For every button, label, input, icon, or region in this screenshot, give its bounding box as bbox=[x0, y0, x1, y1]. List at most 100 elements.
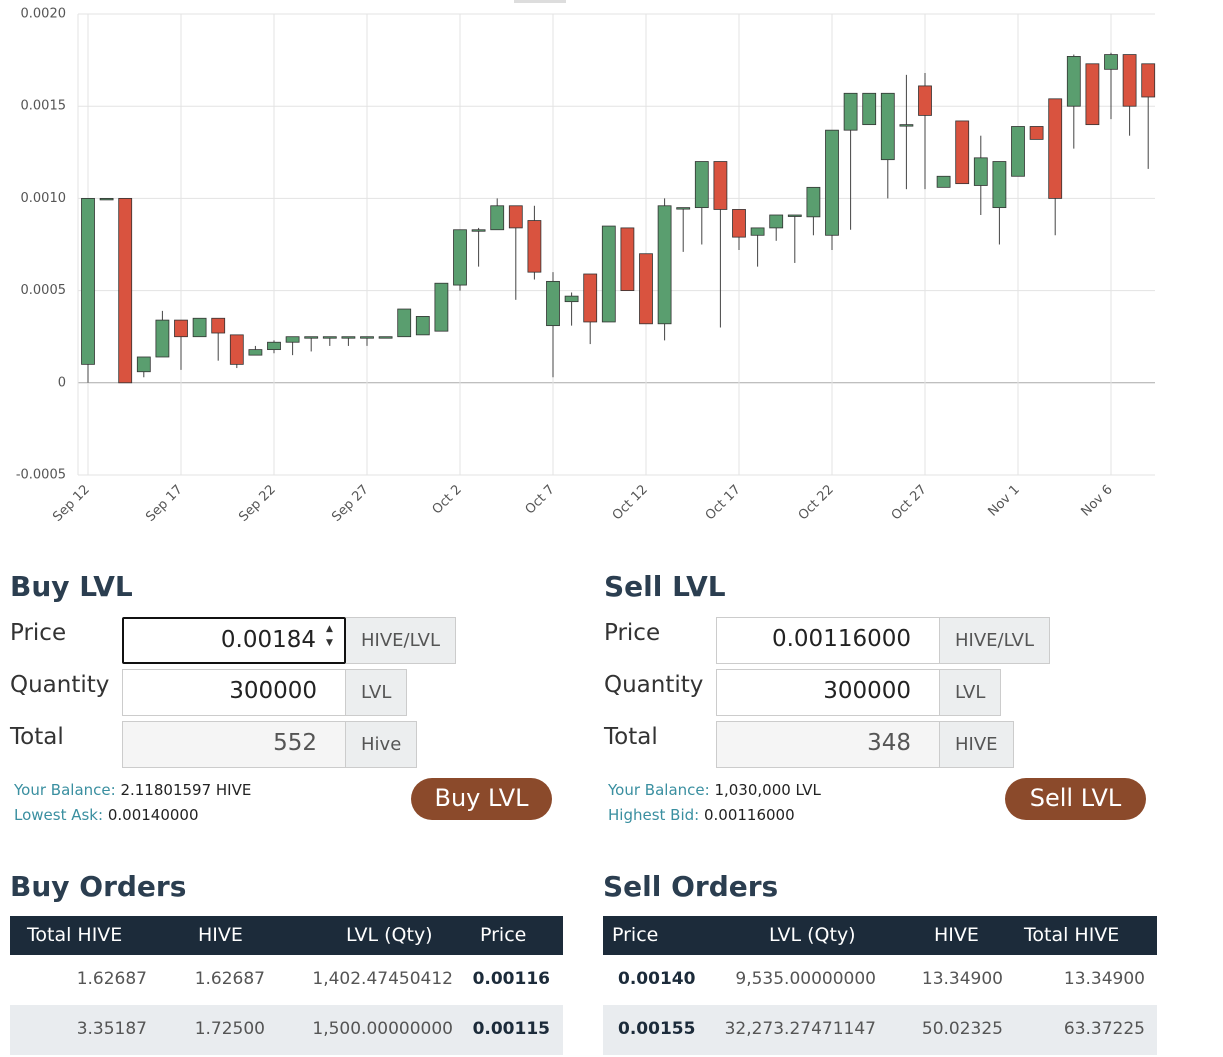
candle-body bbox=[118, 197, 133, 384]
candle-body bbox=[955, 120, 970, 185]
y-tick-label: 0 bbox=[58, 375, 66, 390]
candle-body bbox=[378, 336, 393, 339]
candle-body bbox=[862, 92, 877, 126]
candle-body bbox=[341, 336, 356, 339]
table-cell: 50.02325 bbox=[921, 1019, 1003, 1039]
field-label: Quantity bbox=[604, 672, 704, 698]
candle-body bbox=[899, 124, 914, 127]
candle-body bbox=[806, 186, 821, 218]
candle-body bbox=[1104, 54, 1118, 70]
x-tick-label: Oct 2 bbox=[430, 482, 465, 517]
candle-body bbox=[843, 92, 858, 131]
info-value: 0.00140000 bbox=[107, 806, 199, 824]
candle-body bbox=[527, 220, 542, 273]
candle-body bbox=[192, 317, 207, 338]
candle-body bbox=[229, 334, 244, 365]
y-tick-label: 0.0010 bbox=[21, 191, 67, 206]
candle-body bbox=[750, 227, 765, 236]
table-cell: 32,273.27471147 bbox=[724, 1019, 876, 1039]
info-label: Highest Bid: bbox=[608, 806, 700, 824]
column-header: LVL (Qty) bbox=[769, 924, 856, 946]
table-header bbox=[10, 916, 563, 955]
candle-body bbox=[1029, 126, 1044, 140]
x-tick-label: Nov 1 bbox=[986, 482, 1023, 519]
candle-body bbox=[564, 295, 579, 303]
table-cell: 0.00140 bbox=[618, 969, 696, 989]
candle-body bbox=[360, 336, 374, 339]
candle-body bbox=[136, 356, 151, 373]
column-header: HIVE bbox=[934, 924, 979, 946]
candle-body bbox=[657, 205, 672, 325]
candle-body bbox=[1011, 126, 1025, 177]
x-tick-label: Sep 27 bbox=[329, 482, 372, 525]
y-tick-label: -0.0005 bbox=[16, 468, 66, 483]
candle-body bbox=[1141, 63, 1156, 98]
column-header: Price bbox=[612, 924, 659, 946]
candle-body bbox=[676, 207, 691, 210]
candle-body bbox=[620, 227, 635, 292]
field-label: Quantity bbox=[10, 672, 110, 698]
table-cell: 1,500.00000000 bbox=[312, 1019, 453, 1039]
candle-body bbox=[490, 205, 505, 231]
field-unit: HIVE/LVL bbox=[346, 617, 456, 664]
field-input[interactable]: 300000 bbox=[122, 669, 346, 716]
spinner: ▲ ▼ bbox=[326, 624, 333, 648]
candle-body bbox=[583, 273, 598, 323]
balance-info: Highest Bid: 0.00116000 bbox=[608, 806, 795, 824]
candle-body bbox=[639, 253, 653, 325]
candle-body bbox=[694, 161, 709, 209]
x-tick-label: Sep 22 bbox=[236, 482, 279, 525]
field-unit: LVL bbox=[940, 669, 1002, 716]
candle-body bbox=[434, 282, 449, 332]
field-input[interactable]: 300000 bbox=[716, 669, 940, 716]
submit-button[interactable]: Buy LVL bbox=[411, 778, 552, 820]
table-cell: 3.35187 bbox=[76, 1019, 147, 1039]
field-input[interactable]: 0.00116000 bbox=[716, 617, 940, 664]
candle-body bbox=[992, 161, 1007, 209]
candle-body bbox=[936, 175, 951, 188]
table-title: Buy Orders bbox=[10, 870, 187, 903]
candle-body bbox=[285, 336, 300, 343]
column-header: HIVE bbox=[198, 924, 243, 946]
column-header: Price bbox=[480, 924, 527, 946]
x-tick-label: Nov 6 bbox=[1079, 482, 1116, 519]
candle-body bbox=[174, 319, 188, 338]
candle-body bbox=[601, 225, 616, 323]
field-unit: HIVE/LVL bbox=[940, 617, 1050, 664]
balance-info: Your Balance: 1,030,000 LVL bbox=[608, 781, 821, 799]
field-label: Price bbox=[604, 620, 661, 646]
y-tick-label: 0.0020 bbox=[21, 7, 67, 22]
field-input: 348 bbox=[716, 721, 940, 768]
candle-body bbox=[322, 336, 337, 339]
field-unit: LVL bbox=[346, 669, 408, 716]
candle-body bbox=[397, 308, 412, 338]
field-input: 552 bbox=[122, 721, 346, 768]
table-row bbox=[10, 1005, 563, 1055]
table-row bbox=[603, 1005, 1157, 1055]
table-cell: 0.00116 bbox=[472, 969, 550, 989]
table-cell: 0.00155 bbox=[618, 1019, 696, 1039]
candle-body bbox=[415, 316, 430, 336]
x-tick-label: Oct 27 bbox=[889, 482, 930, 523]
candle-body bbox=[1122, 54, 1137, 107]
table-cell: 1.62687 bbox=[194, 969, 265, 989]
candle-body bbox=[1085, 63, 1100, 126]
candle-body bbox=[155, 319, 170, 358]
table-row bbox=[10, 955, 563, 1005]
balance-info: Your Balance: 2.11801597 HIVE bbox=[14, 781, 251, 799]
table-cell: 1.72500 bbox=[194, 1019, 265, 1039]
field-label: Total bbox=[10, 724, 64, 750]
table-cell: 13.34900 bbox=[1063, 969, 1145, 989]
field-input[interactable]: 0.00184 bbox=[122, 617, 346, 664]
column-header: Total HIVE bbox=[1024, 924, 1120, 946]
panel-title: Sell LVL bbox=[604, 570, 726, 603]
field-label: Total bbox=[604, 724, 658, 750]
candle-body bbox=[99, 197, 114, 201]
panel-title: Buy LVL bbox=[10, 570, 133, 603]
submit-button[interactable]: Sell LVL bbox=[1005, 778, 1146, 820]
candle-body bbox=[713, 161, 728, 210]
candle-body bbox=[1048, 98, 1063, 199]
field-label: Price bbox=[10, 620, 67, 646]
